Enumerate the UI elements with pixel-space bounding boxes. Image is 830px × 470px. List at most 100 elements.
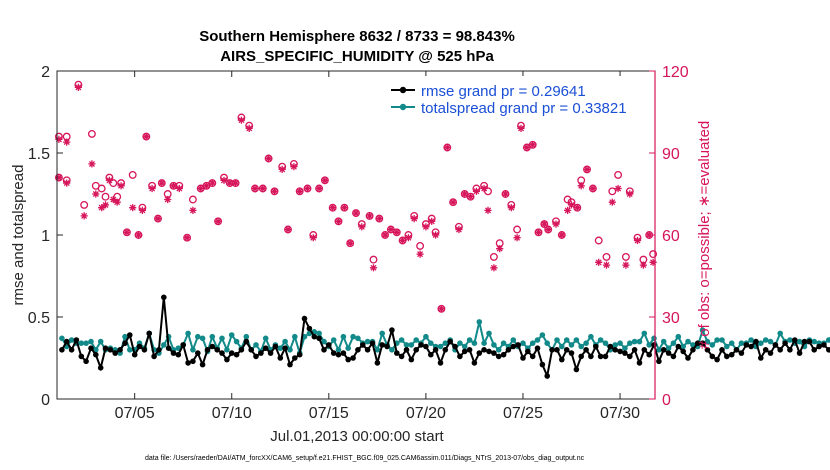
obs-evaluated-point xyxy=(577,182,585,190)
y-axis-right-label: # of obs: o=possible; ∗=evaluated xyxy=(696,121,713,350)
totalspread-point xyxy=(122,333,128,340)
rmse-point xyxy=(554,347,560,353)
totalspread-point xyxy=(350,333,356,340)
obs-evaluated-point xyxy=(387,225,395,234)
rmse-point xyxy=(316,335,322,342)
rmse-point xyxy=(602,353,609,360)
rmse-point xyxy=(418,342,424,348)
rmse-point xyxy=(340,350,347,356)
totalspread-point xyxy=(563,337,570,343)
rmse-point xyxy=(544,373,550,379)
rmse-point xyxy=(107,347,114,353)
rmse-point xyxy=(792,337,798,343)
rmse-point xyxy=(471,360,478,366)
totalspread-point xyxy=(127,347,133,353)
obs-evaluated-point xyxy=(315,184,323,193)
obs-possible-point xyxy=(649,250,658,259)
obs-evaluated-point xyxy=(340,204,348,212)
totalspread-point xyxy=(602,340,609,347)
obs-evaluated-point xyxy=(321,176,329,184)
totalspread-point xyxy=(646,342,652,348)
y-right-tick-label: 30 xyxy=(662,310,680,327)
rmse-point xyxy=(199,361,206,368)
totalspread-point xyxy=(719,337,725,343)
totalspread-point xyxy=(78,340,85,347)
rmse-point xyxy=(772,342,779,348)
rmse-point xyxy=(680,348,686,355)
obs-evaluated-point xyxy=(501,190,510,198)
totalspread-point xyxy=(704,338,711,345)
rmse-point xyxy=(355,347,361,353)
totalspread-point xyxy=(437,343,444,350)
rmse-point xyxy=(452,343,458,350)
rmse-point xyxy=(161,294,167,301)
totalspread-point xyxy=(559,343,565,350)
rmse-point xyxy=(165,345,172,352)
obs-evaluated-point xyxy=(375,215,383,223)
rmse-point xyxy=(607,343,614,350)
rmse-point xyxy=(321,347,327,353)
obs-evaluated-point xyxy=(278,165,286,173)
totalspread-point xyxy=(670,340,677,347)
rmse-point xyxy=(826,347,830,353)
rmse-point xyxy=(573,366,580,373)
obs-evaluated-point xyxy=(544,225,552,234)
rmse-point xyxy=(694,340,701,347)
rmse-point xyxy=(262,345,269,352)
totalspread-point xyxy=(345,345,352,352)
rmse-point xyxy=(442,347,449,353)
rmse-point xyxy=(762,347,769,353)
obs-evaluated-point xyxy=(490,264,498,272)
obs-evaluated-point xyxy=(369,264,378,272)
rmse-point xyxy=(175,351,182,358)
totalspread-point xyxy=(262,335,269,342)
obs-evaluated-point xyxy=(154,215,162,223)
rmse-point xyxy=(151,353,157,360)
totalspread-point xyxy=(651,335,657,342)
rmse-point xyxy=(690,347,696,353)
rmse-point xyxy=(243,338,250,345)
obs-evaluated-point xyxy=(633,236,642,245)
totalspread-point xyxy=(476,319,483,325)
totalspread-point xyxy=(495,347,502,353)
rmse-point xyxy=(821,342,827,348)
rmse-point xyxy=(83,358,89,365)
obs-evaluated-point xyxy=(265,154,273,163)
obs-evaluated-point xyxy=(443,143,451,152)
rmse-point xyxy=(277,355,284,361)
rmse-point xyxy=(253,353,259,360)
obs-evaluated-point xyxy=(284,225,292,234)
rmse-point xyxy=(296,351,303,358)
totalspread-point xyxy=(471,340,478,347)
totalspread-point xyxy=(442,340,449,347)
totalspread-point xyxy=(355,335,361,342)
rmse-point xyxy=(389,327,395,333)
y-axis-left-ticks: 0 0.5 1 1.5 2 xyxy=(28,64,63,409)
obs-evaluated-point xyxy=(259,184,267,193)
obs-evaluated-point xyxy=(517,124,525,132)
rmse-point xyxy=(549,347,555,353)
obs-possible-point xyxy=(188,195,197,204)
rmse-point xyxy=(515,342,521,348)
totalspread-point xyxy=(738,340,745,347)
obs-evaluated-point xyxy=(142,133,150,141)
totalspread-point xyxy=(374,347,381,353)
totalspread-point xyxy=(253,342,259,348)
y-right-tick-label: 120 xyxy=(662,64,689,81)
totalspread-point xyxy=(408,342,415,348)
rmse-point xyxy=(146,330,152,337)
rmse-point xyxy=(583,347,589,353)
totalspread-point xyxy=(826,337,830,343)
rmse-point xyxy=(500,351,507,358)
rmse-point xyxy=(97,365,104,371)
obs-evaluated-point xyxy=(352,209,360,217)
rmse-point xyxy=(699,340,706,347)
rmse-point xyxy=(631,347,638,353)
totalspread-point xyxy=(724,343,730,350)
rmse-point xyxy=(534,345,541,352)
rmse-point xyxy=(651,342,657,348)
rmse-point xyxy=(447,338,454,345)
totalspread-point xyxy=(714,337,720,343)
rmse-point xyxy=(403,347,410,353)
obs-evaluated-point xyxy=(117,182,125,190)
